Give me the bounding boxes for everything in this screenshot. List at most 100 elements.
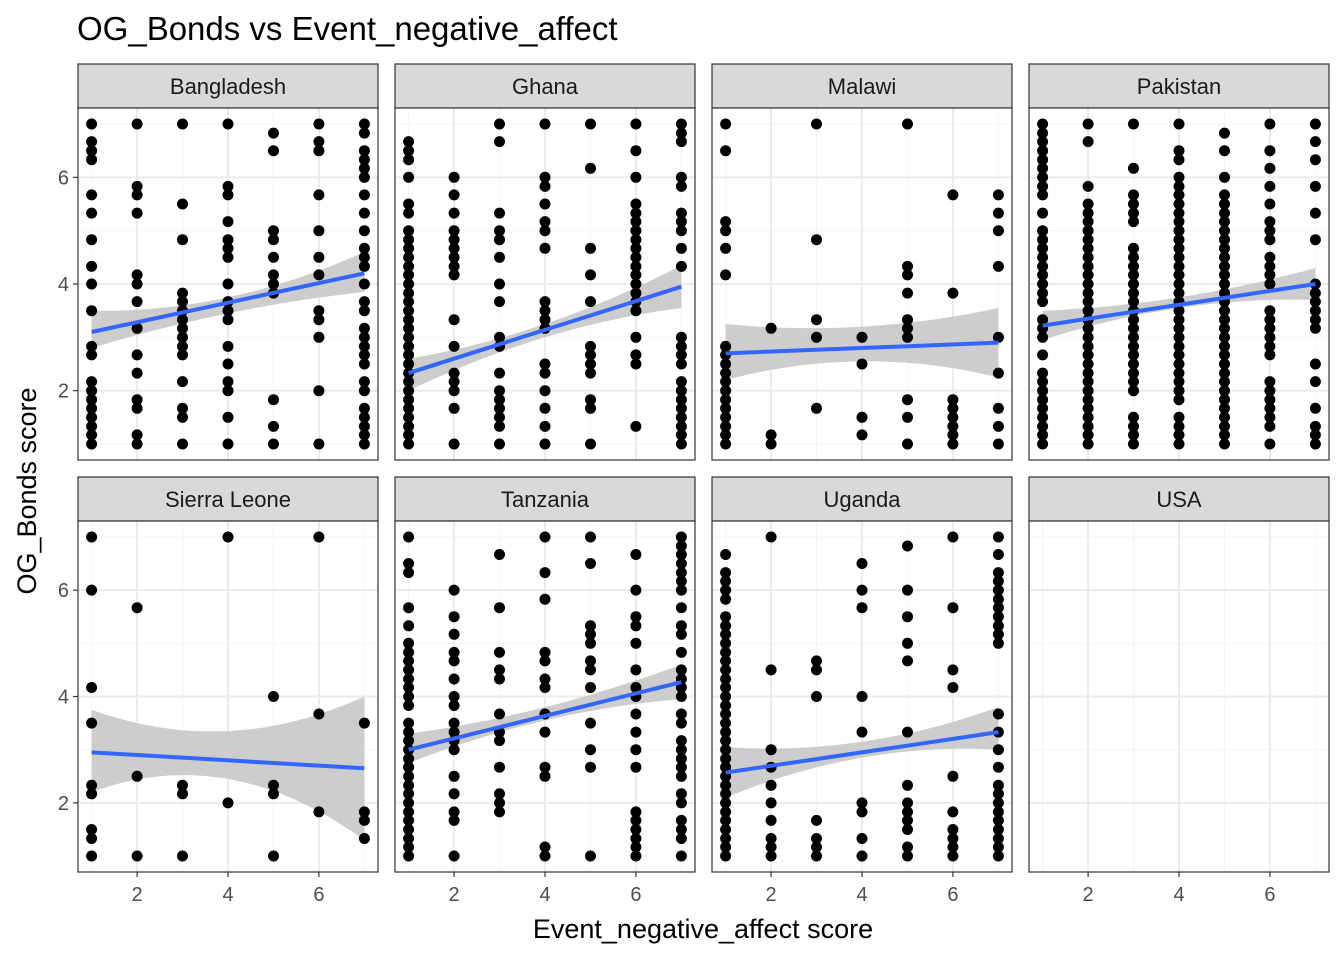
data-point (177, 322, 188, 334)
data-point (448, 234, 460, 246)
data-point (1082, 331, 1094, 343)
data-point (902, 331, 913, 343)
data-point (177, 314, 188, 326)
data-point (1309, 314, 1321, 326)
data-point (1264, 394, 1276, 406)
data-point (86, 154, 98, 166)
data-point (313, 118, 325, 130)
data-point (131, 180, 143, 192)
data-point (1128, 251, 1139, 263)
data-point (1173, 376, 1185, 388)
data-point (177, 287, 188, 299)
data-point (313, 438, 325, 450)
data-point (720, 367, 732, 379)
data-point (902, 611, 913, 623)
data-point (1082, 251, 1094, 263)
data-point (675, 602, 687, 614)
data-point (585, 761, 596, 773)
data-point (358, 358, 370, 370)
data-point (585, 242, 596, 254)
data-point (1082, 234, 1094, 246)
data-point (268, 394, 279, 406)
data-point (1037, 171, 1049, 183)
panel-border (394, 107, 696, 461)
data-point (856, 691, 868, 702)
data-point (86, 136, 98, 148)
data-point (358, 145, 370, 157)
data-point (494, 402, 505, 414)
data-point (585, 682, 596, 693)
data-point (1128, 242, 1139, 254)
data-point (902, 260, 913, 272)
data-point (1219, 305, 1230, 317)
data-point (448, 850, 460, 862)
data-point (765, 438, 777, 450)
data-point (448, 225, 460, 237)
data-point (448, 744, 460, 756)
data-point (1264, 385, 1276, 397)
x-tick-label: 4 (222, 884, 233, 906)
data-point (856, 726, 868, 738)
data-point (448, 814, 460, 826)
data-point (313, 251, 325, 263)
data-point (1173, 260, 1185, 272)
data-point (902, 779, 913, 791)
data-point (86, 824, 98, 835)
data-point (539, 385, 551, 397)
data-point (131, 322, 143, 334)
data-point (1264, 198, 1276, 210)
data-point (1219, 420, 1230, 432)
chart-title: OG_Bonds vs Event_negative_affect (77, 10, 618, 47)
data-point (1128, 358, 1139, 370)
data-point (86, 788, 98, 800)
data-point (720, 841, 732, 853)
data-point (585, 717, 596, 729)
data-point (1173, 420, 1185, 432)
data-point (1037, 278, 1049, 290)
facet-panel-sierra-leone: Sierra Leone 2 4 6 2 4 6 (58, 476, 379, 906)
data-point (539, 180, 551, 192)
data-point (1173, 216, 1185, 228)
data-point (630, 278, 642, 290)
data-point (448, 673, 460, 685)
data-point (1037, 394, 1049, 406)
data-point (448, 646, 460, 658)
data-point (403, 735, 415, 747)
data-point (1173, 322, 1185, 334)
data-point (630, 242, 642, 254)
data-point (675, 584, 687, 596)
regression-line (408, 680, 682, 752)
data-point (992, 611, 1004, 623)
data-point (403, 251, 415, 263)
data-point (131, 438, 143, 450)
data-point (1128, 331, 1139, 343)
facet-panel-bangladesh: Bangladesh 2 4 6 (58, 63, 379, 461)
data-point (585, 358, 596, 370)
data-point (585, 620, 596, 632)
regression-line (91, 750, 365, 771)
data-point (86, 260, 98, 272)
data-point (720, 620, 732, 632)
data-point (1309, 207, 1321, 219)
data-point (358, 251, 370, 263)
data-point (86, 420, 98, 432)
data-point (313, 305, 325, 317)
data-point (630, 198, 642, 210)
data-point (177, 331, 188, 343)
data-point (403, 225, 415, 237)
confidence-band (725, 308, 999, 380)
data-point (1219, 349, 1230, 361)
data-point (448, 189, 460, 201)
facet-strip (394, 476, 696, 522)
facet-strip (1028, 63, 1330, 109)
data-point (630, 269, 642, 281)
data-point (902, 806, 913, 818)
data-point (720, 340, 732, 352)
data-point (1082, 269, 1094, 281)
data-point (720, 420, 732, 432)
data-point (630, 726, 642, 738)
data-point (675, 402, 687, 414)
data-point (947, 438, 959, 450)
facet-panel-usa: USA 2 4 6 (1028, 476, 1330, 906)
data-point (403, 429, 415, 441)
